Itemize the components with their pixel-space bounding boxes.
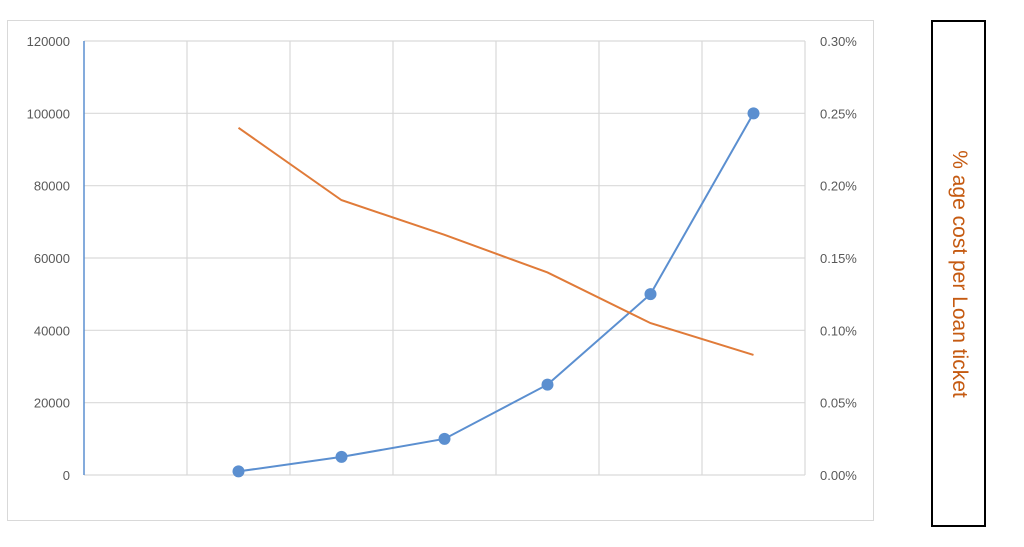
series-1-point bbox=[541, 378, 554, 391]
left-axis-tick-label: 120000 bbox=[27, 34, 70, 49]
right-axis-tick-label: 0.20% bbox=[820, 179, 857, 194]
left-axis-tick-label: 40000 bbox=[34, 323, 70, 338]
right-axis-tick-label: 0.00% bbox=[820, 468, 857, 483]
right-axis-tick-label: 0.15% bbox=[820, 251, 857, 266]
right-axis-tick-label: 0.25% bbox=[820, 106, 857, 121]
right-axis-tick-label: 0.30% bbox=[820, 34, 857, 49]
left-axis-tick-label: 0 bbox=[63, 468, 70, 483]
left-axis-tick-label: 100000 bbox=[27, 106, 70, 121]
right-axis-label-box: % age cost per Loan ticket bbox=[931, 20, 986, 527]
series-1-point bbox=[438, 432, 451, 445]
right-axis-tick-label: 0.10% bbox=[820, 323, 857, 338]
series-1-point bbox=[232, 465, 245, 478]
left-axis-tick-label: 60000 bbox=[34, 251, 70, 266]
series-1-line bbox=[238, 112, 755, 473]
left-axis-tick-label: 20000 bbox=[34, 396, 70, 411]
left-axis-tick-label: 80000 bbox=[34, 179, 70, 194]
series-2-line bbox=[237, 126, 754, 356]
series-1-point bbox=[644, 288, 657, 301]
right-axis-label: % age cost per Loan ticket bbox=[947, 149, 971, 398]
right-axis-tick-label: 0.05% bbox=[820, 396, 857, 411]
chart-frame bbox=[7, 20, 874, 521]
series-1-point bbox=[747, 107, 760, 120]
series-1-point bbox=[335, 450, 348, 463]
